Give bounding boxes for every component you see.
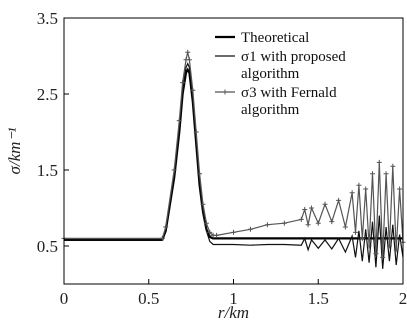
legend-label-2: algorithm (241, 66, 300, 82)
series-point-3 (163, 224, 169, 230)
series-point-3 (342, 224, 348, 230)
series-point-3 (171, 167, 177, 173)
series-point-3 (356, 182, 362, 188)
series-point-3 (207, 229, 213, 235)
series-point-3 (305, 222, 311, 228)
series-point-3 (386, 243, 392, 249)
series-point-3 (359, 235, 365, 241)
x-tick-label: 0.5 (138, 289, 159, 308)
series-point-3 (298, 216, 304, 222)
series-point-3 (336, 197, 342, 203)
series-point-3 (302, 207, 308, 213)
series-point-3 (380, 254, 386, 260)
series-point-3 (193, 129, 199, 135)
series-line-2 (64, 62, 404, 269)
series-point-3 (231, 229, 236, 235)
series-point-3 (322, 201, 328, 207)
y-tick-label: 0.5 (37, 237, 58, 256)
series-point-3 (393, 247, 399, 253)
x-tick-label: 0 (60, 289, 69, 308)
series-point-3 (363, 186, 369, 192)
x-tick-label: 2 (399, 289, 407, 308)
series-point-3 (200, 201, 206, 207)
series-line-3 (64, 52, 404, 258)
legend-marker-3 (222, 89, 228, 95)
x-tick-label: 1 (229, 289, 238, 308)
series-point-3 (353, 229, 359, 235)
series-layer (61, 49, 406, 269)
x-tick-label: 1.5 (308, 289, 329, 308)
series-point-3 (159, 235, 165, 241)
series-point-3 (308, 205, 314, 211)
ticks-layer: 0 0.5 1 1.5 2 0.5 1.5 2.5 3.5 (37, 9, 407, 308)
y-tick-label: 3.5 (37, 9, 58, 28)
series-line-1 (64, 67, 403, 241)
series-point-3 (329, 219, 335, 225)
series-point-3 (185, 49, 191, 55)
series-point-3 (214, 232, 220, 238)
series-point-3 (390, 163, 396, 169)
series-point-3 (369, 171, 375, 177)
series-point-3 (203, 220, 209, 226)
series-point-3 (197, 171, 203, 177)
series-point-3 (176, 118, 182, 124)
y-tick-label: 2.5 (37, 85, 58, 104)
series-point-3 (180, 80, 186, 86)
x-axis-label: r/km (218, 303, 249, 322)
legend-label-2: σ1 with proposed (241, 49, 346, 65)
series-point-3 (247, 226, 253, 232)
series-point-3 (349, 190, 355, 196)
series-point-3 (281, 220, 287, 226)
series-point-3 (190, 87, 196, 93)
legend-label-1: Theoretical (241, 30, 309, 46)
series-point-3 (264, 222, 270, 228)
y-tick-label: 1.5 (37, 161, 58, 180)
legend-label-3: algorithm (241, 102, 300, 118)
series-point-3 (376, 159, 382, 165)
y-axis-label: σ/km⁻¹ (5, 128, 24, 175)
legend-label-3: σ3 with Fernald (241, 85, 337, 101)
series-point-3 (186, 57, 192, 63)
series-point-3 (315, 220, 321, 226)
series-point-3 (373, 251, 379, 257)
series-point-3 (383, 171, 389, 177)
series-point-3 (397, 186, 403, 192)
series-point-3 (366, 243, 372, 249)
